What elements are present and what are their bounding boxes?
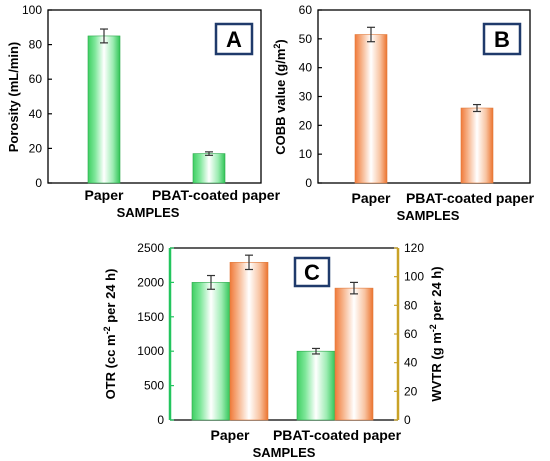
panel-c-category-label: Paper xyxy=(211,427,250,443)
panel-b-y-ticks: 0 10 20 30 40 50 60 xyxy=(299,3,322,190)
panel-b-error-bar xyxy=(473,103,481,113)
panel-c-right-y-tick-label: 0 xyxy=(404,413,411,427)
panel-c-x-axis-label: SAMPLES xyxy=(253,445,316,460)
panel-a-label-box xyxy=(214,22,254,56)
panel-c-left-y-tick-label: 0 xyxy=(157,413,164,427)
panel-c-right-y-tick-label: 40 xyxy=(404,356,418,370)
panel-c-error-bar-wvtr xyxy=(245,254,253,271)
panel-c-bars xyxy=(191,262,374,421)
panel-c-bar-otr xyxy=(296,350,336,421)
panel-b-bar xyxy=(354,34,388,184)
panel-a-category-label: Paper xyxy=(85,187,124,203)
panel-c: 0 500 1000 1500 2000 2500 0 20 40 60 80 100 120 Pap… xyxy=(102,241,444,460)
panel-a-y-tick-label: 40 xyxy=(29,107,43,121)
panel-a-label: A xyxy=(226,27,242,52)
panel-a-y-tick-label: 100 xyxy=(22,3,42,17)
panel-c-left-y-ticks: 0 500 1000 1500 2000 2500 xyxy=(137,241,174,427)
panel-b-label: B xyxy=(494,27,510,52)
panel-b-y-tick-label: 60 xyxy=(299,3,313,17)
panel-a-error-bars xyxy=(100,28,213,156)
panel-a-frame xyxy=(47,9,262,184)
panel-b-y-tick-label: 20 xyxy=(299,118,313,132)
panel-c-error-bar-wvtr xyxy=(350,281,358,295)
panel-b-bar xyxy=(460,107,494,184)
panel-a-bar xyxy=(192,153,226,184)
panel-c-left-y-tick-label: 2500 xyxy=(137,241,164,255)
panel-b: 0 10 20 30 40 50 60 Paper PBAT-coated paper SA… xyxy=(272,3,535,223)
panel-c-error-bar-otr xyxy=(207,274,215,290)
panel-c-right-y-tick-label: 20 xyxy=(404,384,418,398)
panel-c-left-y-axis-label: OTR (cc m-2 per 24 h) xyxy=(102,269,118,400)
panel-a-bar xyxy=(87,35,121,184)
panel-c-label: C xyxy=(304,260,320,285)
panel-c-label-box xyxy=(293,256,331,288)
panel-a-category-label: PBAT-coated paper xyxy=(152,187,281,203)
panel-b-y-tick-label: 0 xyxy=(305,176,312,190)
panel-c-right-y-tick-label: 60 xyxy=(404,327,418,341)
panel-b-x-axis-label: SAMPLES xyxy=(397,208,460,223)
panel-c-left-y-tick-label: 1500 xyxy=(137,310,164,324)
panel-b-category-label: Paper xyxy=(352,190,391,206)
panel-b-category-label: PBAT-coated paper xyxy=(406,190,535,206)
panel-b-error-bar xyxy=(367,26,375,43)
panel-a-y-tick-label: 60 xyxy=(29,72,43,86)
panel-c-bar-wvtr xyxy=(334,287,374,421)
panel-c-right-y-axis-label: WVTR (g m-2 per 24 h) xyxy=(428,266,444,401)
panel-a-error-bar xyxy=(205,151,213,156)
panel-a-y-ticks: 0 20 40 60 80 100 xyxy=(22,3,52,190)
panel-b-y-tick-label: 40 xyxy=(299,61,313,75)
panel-c-category-label: PBAT-coated paper xyxy=(273,427,402,443)
panel-c-right-y-tick-label: 100 xyxy=(404,270,424,284)
panel-c-error-bars xyxy=(207,254,358,355)
panel-b-y-tick-label: 10 xyxy=(299,147,313,161)
panel-c-left-y-tick-label: 2000 xyxy=(137,275,164,289)
panel-c-right-y-tick-label: 80 xyxy=(404,298,418,312)
panel-b-error-bars xyxy=(367,26,481,113)
panel-c-bar-otr xyxy=(191,282,231,421)
panel-a-y-tick-label: 20 xyxy=(29,141,43,155)
panel-a-x-axis-label: SAMPLES xyxy=(117,205,180,220)
panel-c-left-y-tick-label: 1000 xyxy=(137,344,164,358)
panel-b-label-box xyxy=(482,22,522,56)
panel-c-right-y-ticks: 0 20 40 60 80 100 120 xyxy=(394,241,424,427)
panel-a: 0 20 40 60 80 100 Paper PBAT-coated paper SAM… xyxy=(6,3,281,220)
panel-c-bar-wvtr xyxy=(229,262,269,421)
panel-b-y-axis-label: COBB value (g/m2) xyxy=(272,39,288,155)
panel-a-error-bar xyxy=(100,28,108,44)
panel-b-bars xyxy=(354,34,494,184)
panel-a-bars xyxy=(87,35,226,184)
panel-b-y-tick-label: 30 xyxy=(299,90,313,104)
panel-c-right-y-tick-label: 120 xyxy=(404,241,424,255)
panel-b-y-tick-label: 50 xyxy=(299,32,313,46)
panel-a-y-tick-label: 80 xyxy=(29,38,43,52)
panel-a-y-tick-label: 0 xyxy=(35,176,42,190)
panel-a-y-axis-label: Porosity (mL/min) xyxy=(6,42,21,153)
panel-c-left-y-tick-label: 500 xyxy=(144,379,164,393)
panel-c-error-bar-otr xyxy=(312,347,320,355)
